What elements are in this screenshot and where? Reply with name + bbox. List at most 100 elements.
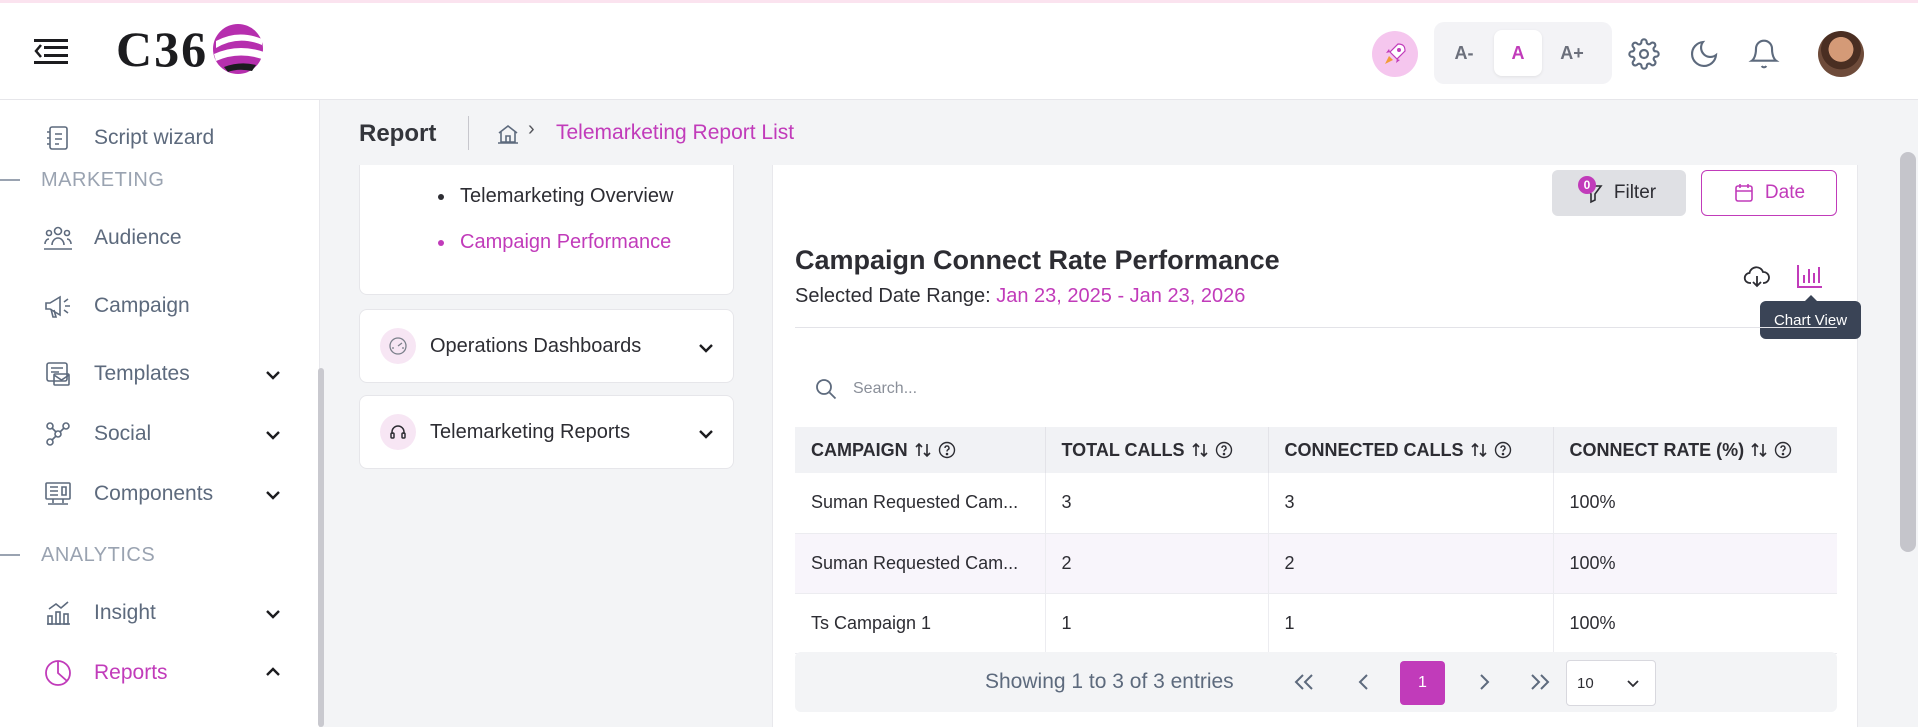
chevron-down-icon — [699, 344, 713, 353]
accordion-operations-dashboards[interactable]: Operations Dashboards — [359, 309, 734, 383]
sidebar-item-reports[interactable]: Reports — [42, 653, 168, 693]
sidebar-item-label: Reports — [94, 661, 168, 684]
date-range-value: Jan 23, 2025 - Jan 23, 2026 — [996, 285, 1246, 307]
font-decrease-button[interactable]: A- — [1454, 42, 1474, 63]
cell-connected-calls: 1 — [1268, 593, 1554, 654]
column-total-calls[interactable]: TOTAL CALLS — [1045, 427, 1269, 473]
sidebar-item-label: Campaign — [94, 294, 190, 317]
cell-campaign: Suman Requested Cam... — [795, 533, 1046, 594]
page-scrollbar[interactable] — [1900, 152, 1916, 552]
section-marketing: MARKETING — [0, 165, 164, 195]
table-row[interactable]: Ts Campaign 1 1 1 100% — [795, 593, 1837, 654]
sidebar-item-label: Audience — [94, 226, 182, 249]
report-menu: Telemarketing Overview Campaign Performa… — [359, 165, 734, 295]
report-card: 0 Filter Date Campaign Connect Rate Perf… — [772, 165, 1861, 727]
insight-icon — [42, 597, 74, 629]
components-icon — [42, 478, 74, 510]
section-analytics: ANALYTICS — [0, 540, 155, 570]
menu-item-campaign-performance[interactable]: Campaign Performance — [438, 231, 671, 254]
search-input[interactable] — [853, 380, 1193, 398]
logo-text: C36 — [116, 21, 209, 77]
filter-button[interactable]: 0 Filter — [1552, 170, 1686, 216]
search-box — [813, 369, 1213, 409]
sort-icon[interactable] — [914, 441, 932, 459]
cell-connect-rate: 100% — [1553, 593, 1837, 654]
sidebar-item-label: Templates — [94, 362, 190, 385]
date-button[interactable]: Date — [1701, 170, 1837, 216]
help-circle-icon[interactable] — [1215, 441, 1233, 459]
sidebar-item-label: Script wizard — [94, 126, 215, 149]
help-circle-icon[interactable] — [1774, 441, 1792, 459]
table-row[interactable]: Suman Requested Cam... 2 2 100% — [795, 533, 1837, 594]
header-divider — [795, 327, 1837, 328]
cell-total-calls: 1 — [1045, 593, 1269, 654]
sort-icon[interactable] — [1470, 441, 1488, 459]
rocket-button[interactable] — [1372, 31, 1418, 77]
gear-icon[interactable] — [1626, 36, 1662, 72]
next-page-icon[interactable] — [1468, 666, 1500, 698]
top-header: C36 A- A A+ — [0, 3, 1918, 100]
sidebar: Script wizard MARKETING Audience Campaig… — [0, 100, 320, 727]
breadcrumb-divider — [468, 116, 469, 150]
accordion-telemarketing-reports[interactable]: Telemarketing Reports — [359, 395, 734, 469]
chevron-up-icon[interactable] — [262, 661, 284, 683]
user-avatar[interactable] — [1818, 31, 1864, 77]
chevron-down-icon[interactable] — [262, 603, 284, 625]
accordion-label: Operations Dashboards — [430, 334, 642, 357]
column-campaign[interactable]: CAMPAIGN — [795, 427, 1046, 473]
breadcrumb-current[interactable]: Telemarketing Report List — [556, 121, 795, 144]
column-connected-calls[interactable]: CONNECTED CALLS — [1268, 427, 1554, 473]
page-title: Report — [359, 120, 437, 147]
sidebar-item-components[interactable]: Components — [42, 474, 213, 514]
pie-chart-icon — [42, 657, 74, 689]
cell-connect-rate: 100% — [1553, 533, 1837, 594]
sort-icon[interactable] — [1750, 441, 1768, 459]
chevron-down-icon — [699, 430, 713, 439]
last-page-icon[interactable] — [1524, 666, 1556, 698]
help-circle-icon[interactable] — [1494, 441, 1512, 459]
bell-icon[interactable] — [1746, 36, 1782, 72]
report-title: Campaign Connect Rate Performance — [795, 245, 1280, 275]
funnel-icon — [1583, 185, 1603, 204]
font-normal-button[interactable]: A — [1494, 30, 1542, 76]
sidebar-item-script-wizard[interactable]: Script wizard — [42, 118, 214, 158]
sidebar-item-insight[interactable]: Insight — [42, 593, 156, 633]
cloud-download-icon[interactable] — [1742, 262, 1772, 292]
sidebar-item-templates[interactable]: Templates — [42, 354, 190, 394]
date-range: Selected Date Range: Jan 23, 2025 - Jan … — [795, 285, 1246, 307]
chevron-down-icon[interactable] — [262, 424, 284, 446]
sidebar-scrollbar[interactable] — [318, 368, 324, 727]
sort-icon[interactable] — [1191, 441, 1209, 459]
cell-total-calls: 3 — [1045, 473, 1269, 534]
sidebar-item-label: Components — [94, 482, 214, 505]
accordion-label: Telemarketing Reports — [430, 420, 631, 443]
sidebar-item-campaign[interactable]: Campaign — [42, 286, 190, 326]
rocket-icon — [1385, 43, 1406, 64]
script-wizard-icon — [42, 122, 74, 154]
page-1-button[interactable]: 1 — [1400, 661, 1445, 705]
sidebar-item-label: Insight — [94, 601, 156, 624]
sidebar-item-social[interactable]: Social — [42, 414, 151, 454]
pagination: Showing 1 to 3 of 3 entries 1 10 — [795, 652, 1837, 712]
page-size-select[interactable]: 10 — [1566, 660, 1656, 706]
bar-chart-icon[interactable] — [1795, 261, 1825, 291]
sidebar-item-audience[interactable]: Audience — [42, 218, 182, 258]
social-icon — [42, 418, 74, 450]
menu-item-telemarketing-overview[interactable]: Telemarketing Overview — [438, 185, 673, 208]
chevron-down-icon[interactable] — [262, 484, 284, 506]
column-connect-rate[interactable]: CONNECT RATE (%) — [1553, 427, 1837, 473]
filter-label: Filter — [1613, 182, 1657, 203]
prev-page-icon[interactable] — [1348, 666, 1380, 698]
cell-campaign: Ts Campaign 1 — [795, 593, 1046, 654]
first-page-icon[interactable] — [1288, 666, 1320, 698]
font-increase-button[interactable]: A+ — [1560, 42, 1584, 63]
table-row[interactable]: Suman Requested Cam... 3 3 100% — [795, 473, 1837, 534]
calendar-icon — [1735, 184, 1753, 202]
menu-toggle-icon[interactable] — [34, 37, 70, 67]
help-circle-icon[interactable] — [938, 441, 956, 459]
dark-mode-icon[interactable] — [1686, 36, 1722, 72]
brand-logo[interactable]: C36 — [116, 21, 266, 77]
chart-view-tooltip: Chart View — [1760, 295, 1861, 339]
home-icon[interactable] — [496, 122, 520, 146]
chevron-down-icon[interactable] — [262, 364, 284, 386]
